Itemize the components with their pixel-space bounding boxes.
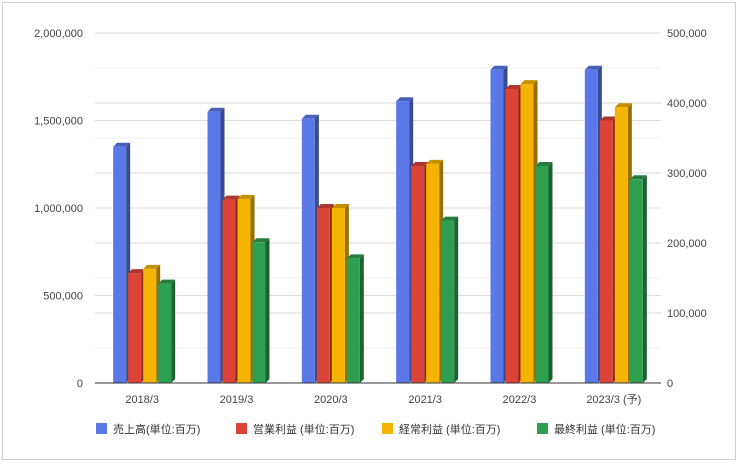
bar xyxy=(520,80,538,383)
left-axis-tick-label: 0 xyxy=(77,378,83,390)
bar xyxy=(331,204,349,383)
bar xyxy=(158,279,176,383)
bar xyxy=(505,85,523,383)
right-axis-tick-label: 0 xyxy=(667,378,673,390)
bar xyxy=(113,142,131,383)
bar xyxy=(346,254,364,383)
bar xyxy=(396,97,414,383)
legend-label: 経常利益 (単位:百万) xyxy=(399,422,500,436)
legend-swatch xyxy=(382,423,393,434)
legend-item: 経常利益 (単位:百万) xyxy=(382,422,500,436)
bars xyxy=(113,65,647,383)
left-axis-tick-label: 1,500,000 xyxy=(34,116,83,128)
legend-label: 最終利益 (単位:百万) xyxy=(554,422,655,436)
axes: 0 500,000 1,000,000 1,500,000 2,000,000 0 100,… xyxy=(34,28,707,406)
bar xyxy=(614,103,632,383)
bar xyxy=(207,107,225,383)
legend: 売上高(単位:百万) 営業利益 (単位:百万) 経常利益 (単位:百万) 最終利益 (… xyxy=(96,422,655,436)
legend-item: 営業利益 (単位:百万) xyxy=(236,422,354,436)
x-axis-category-label: 2023/3 (予) xyxy=(586,393,641,406)
bar xyxy=(252,238,270,383)
legend-swatch xyxy=(236,423,247,434)
right-axis-tick-label: 300,000 xyxy=(667,168,707,180)
legend-swatch xyxy=(537,423,548,434)
gridlines xyxy=(95,32,661,384)
bar xyxy=(143,264,161,383)
x-axis-category-label: 2022/3 xyxy=(503,394,537,406)
bar xyxy=(490,65,508,383)
x-axis-category-label: 2018/3 xyxy=(125,394,159,406)
legend-item: 最終利益 (単位:百万) xyxy=(537,422,655,436)
left-axis-tick-label: 1,000,000 xyxy=(34,203,83,215)
bar xyxy=(535,162,553,383)
legend-label: 営業利益 (単位:百万) xyxy=(253,422,354,436)
left-axis-tick-label: 500,000 xyxy=(43,291,83,303)
bar xyxy=(128,269,146,383)
bar xyxy=(411,162,429,383)
legend-item: 売上高(単位:百万) xyxy=(96,422,200,436)
x-axis-category-label: 2019/3 xyxy=(220,394,254,406)
bar xyxy=(599,116,617,383)
bar xyxy=(316,204,334,383)
bar xyxy=(426,159,444,383)
legend-label: 売上高(単位:百万) xyxy=(113,422,200,436)
left-axis-tick-label: 2,000,000 xyxy=(34,28,83,40)
bar xyxy=(629,175,647,383)
bar xyxy=(584,65,602,383)
legend-swatch xyxy=(96,423,107,434)
right-axis-tick-label: 400,000 xyxy=(667,98,707,110)
bar xyxy=(441,216,459,383)
bar xyxy=(237,194,255,383)
right-axis-tick-label: 200,000 xyxy=(667,238,707,250)
bar xyxy=(222,195,240,383)
right-axis-tick-label: 100,000 xyxy=(667,308,707,320)
x-axis-category-label: 2020/3 xyxy=(314,394,348,406)
x-axis-category-label: 2021/3 xyxy=(408,394,442,406)
right-axis-tick-label: 500,000 xyxy=(667,28,707,40)
bar xyxy=(301,114,319,383)
